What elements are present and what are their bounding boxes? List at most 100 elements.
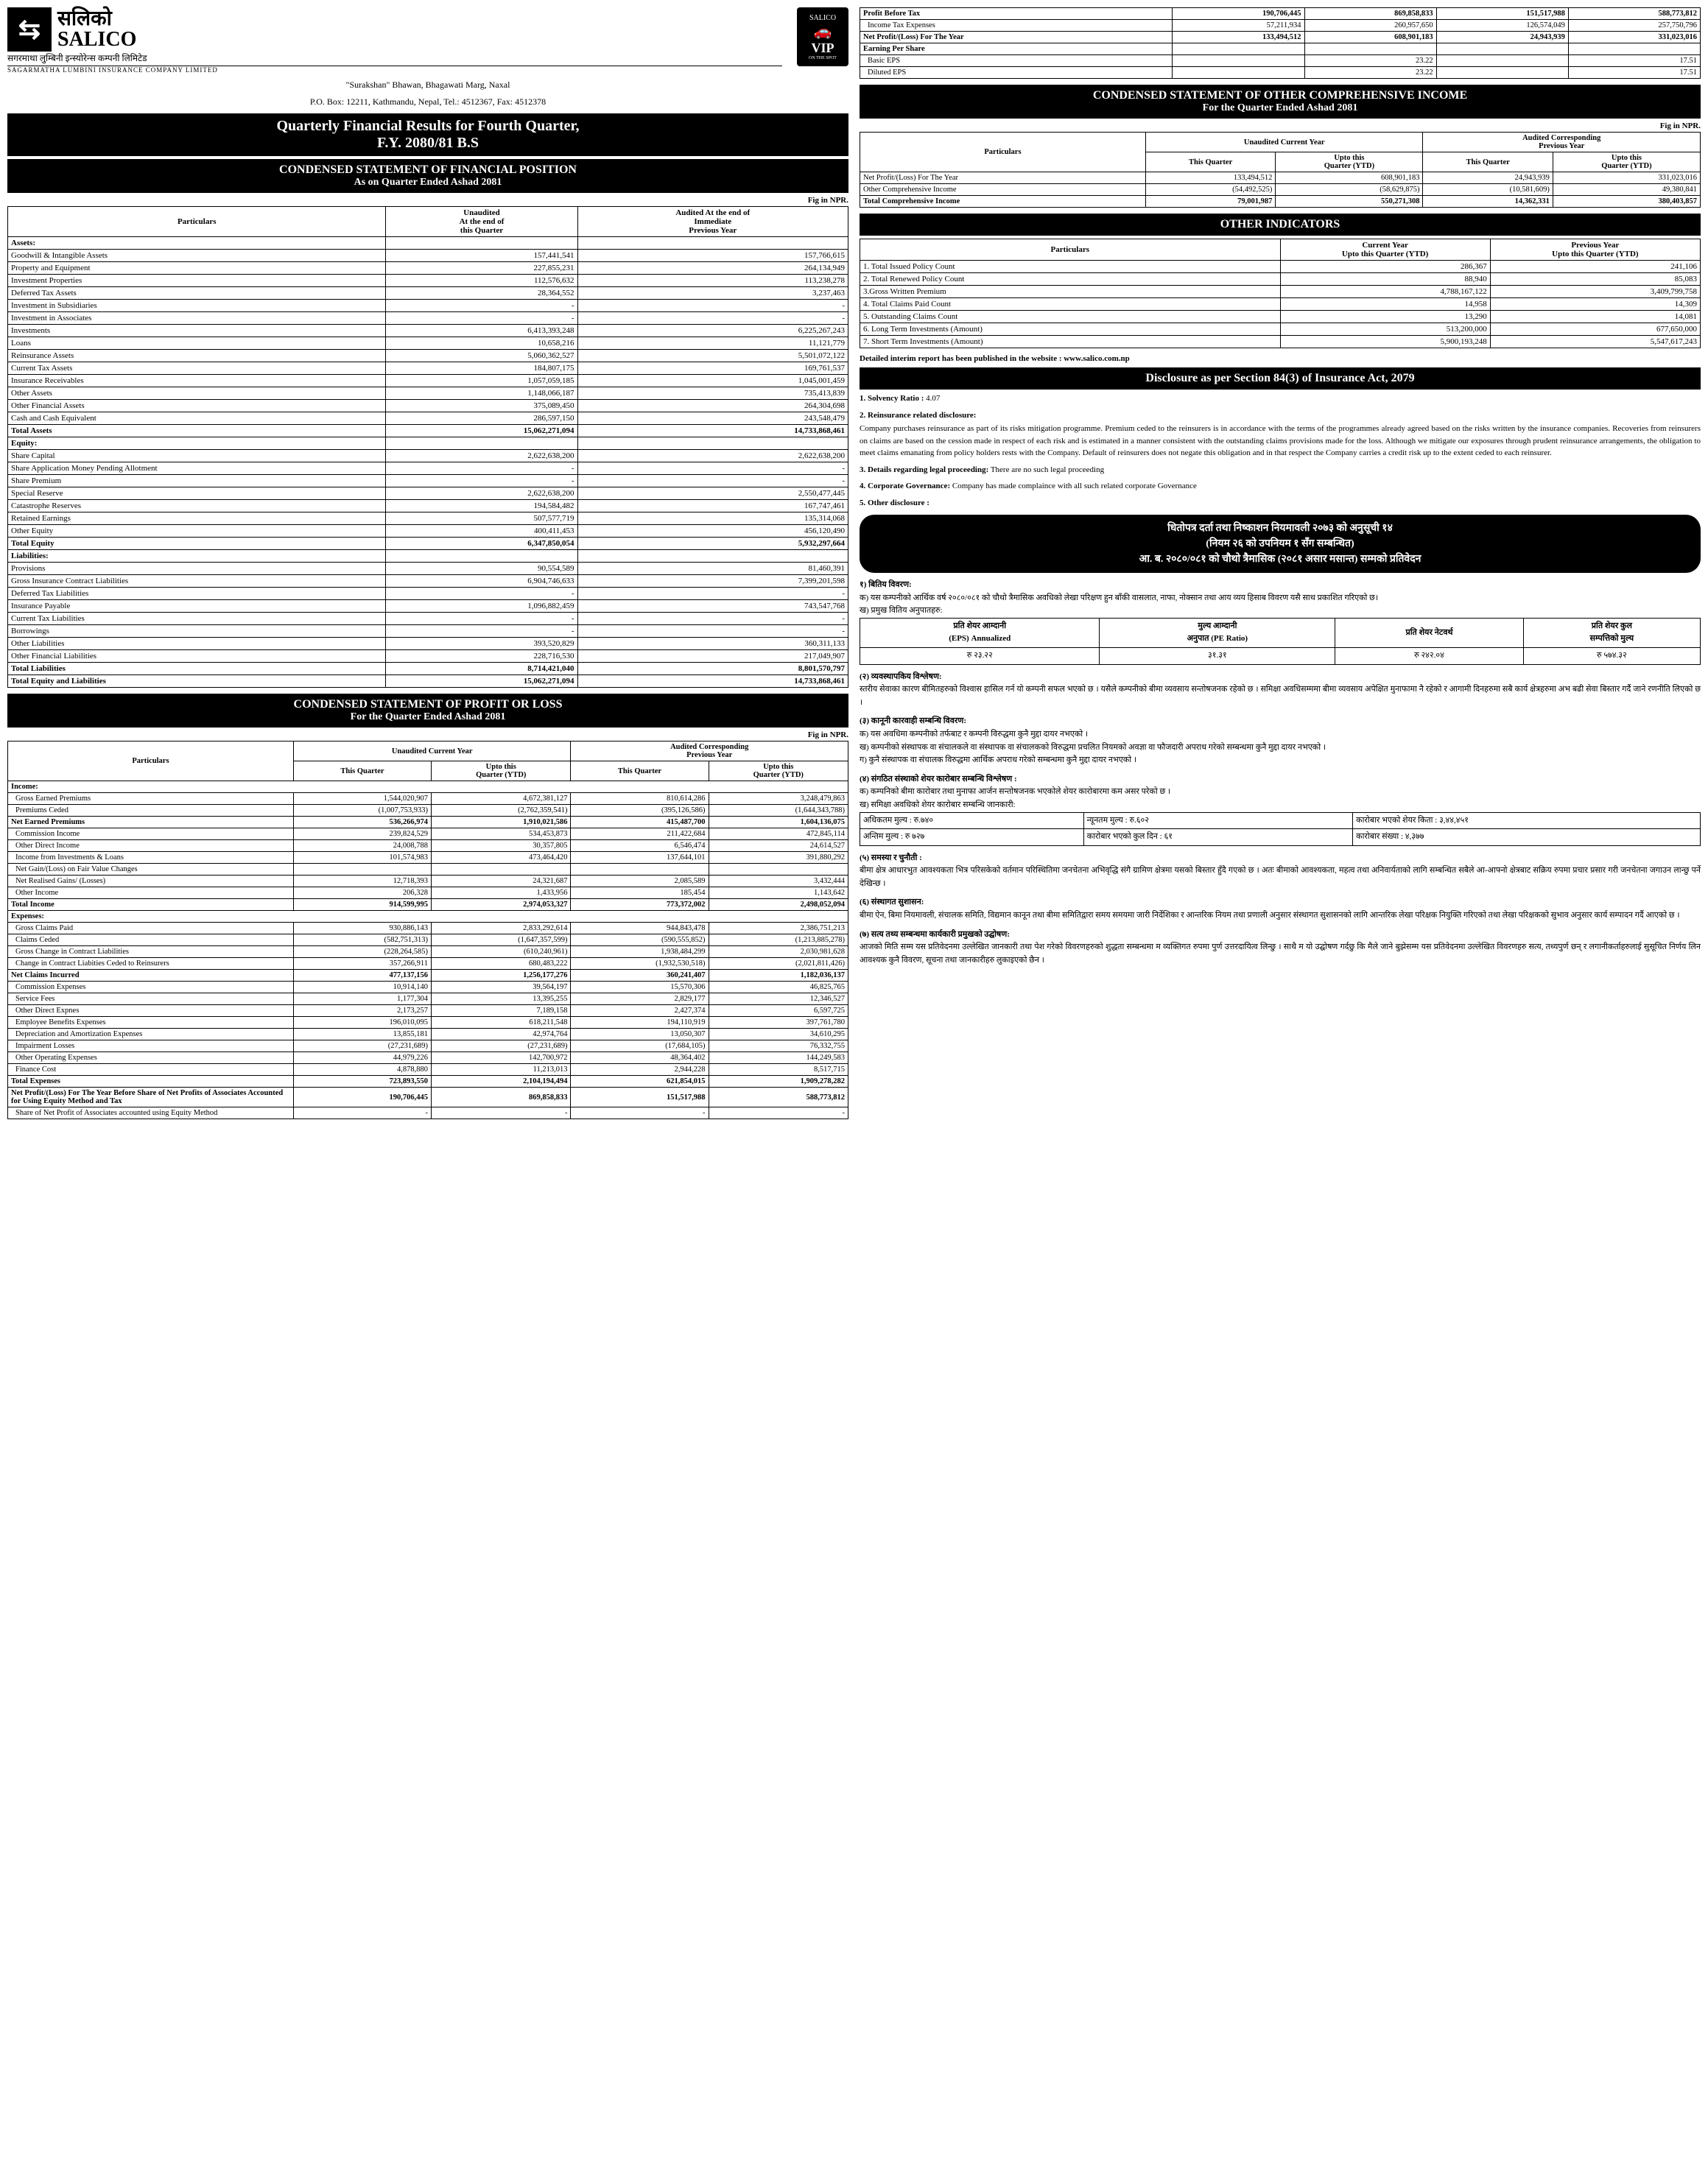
ind-title: OTHER INDICATORS	[860, 214, 1701, 236]
table-row: Total Equity	[8, 538, 386, 550]
table-row: Assets:	[8, 237, 386, 250]
fp-h-part: Particulars	[8, 207, 386, 237]
table-row: Cash and Cash Equivalent	[8, 412, 386, 425]
table-row: Income Tax Expenses	[860, 20, 1173, 32]
table-row: Total Comprehensive Income	[860, 196, 1146, 208]
table-row: 2. Total Renewed Policy Count	[860, 273, 1281, 286]
np7-hd: (७) सत्य तथ्य सम्बन्धमा कार्यकारी प्रमुख…	[860, 929, 1701, 942]
pl-h-cur: Unaudited Current Year	[293, 741, 571, 761]
table-row: Investments	[8, 325, 386, 337]
oci-title-text: CONDENSED STATEMENT OF OTHER COMPREHENSI…	[864, 89, 1696, 102]
np7-body: आजको मिति सम्म यस प्रतिवेदनमा उल्लेखित ज…	[860, 941, 1701, 967]
oci-h-part: Particulars	[860, 133, 1146, 172]
np2: (२) व्यवस्थापकिय विश्लेषण: स्तरीय सेवाका…	[860, 671, 1701, 710]
pl-h-part: Particulars	[8, 741, 294, 781]
np2-hd: (२) व्यवस्थापकिय विश्लेषण:	[860, 671, 1701, 684]
pl-h-ytd2: Upto this Quarter (YTD)	[709, 761, 848, 781]
table-row: Net Claims Incurred	[8, 970, 294, 982]
np3-kha: ख) कम्पनीको संस्थापक वा संचालकले वा संस्…	[860, 741, 1701, 755]
table-row: Net Profit/(Loss) For The Year	[860, 32, 1173, 43]
pl-title-text: CONDENSED STATEMENT OF PROFIT OR LOSS	[12, 698, 844, 711]
np4-ka: क) कम्पनिको बीमा कारोबार तथा मुनाफा आर्ज…	[860, 786, 1701, 799]
table-row: Other Financial Assets	[8, 400, 386, 412]
np-title-l1: धितोपत्र दर्ता तथा निष्काशन नियमावली २०७…	[865, 521, 1695, 536]
table-row: Income from Investments & Loans	[8, 852, 294, 864]
np4-kha: ख) समिक्षा अवधिको शेयर कारोबार सम्बन्धि …	[860, 799, 1701, 812]
table-row: Net Realised Gains/ (Losses)	[8, 876, 294, 887]
np1-kha: ख) प्रमुख वितिय अनुपातहरु:	[860, 605, 1701, 618]
table-row: Liabilities:	[8, 550, 386, 563]
table-row: 7. Short Term Investments (Amount)	[860, 336, 1281, 348]
table-row: Borrowings	[8, 625, 386, 638]
website-note: Detailed interim report has been publish…	[860, 354, 1701, 363]
table-row: 6. Long Term Investments (Amount)	[860, 323, 1281, 336]
table-row: Total Liabilities	[8, 663, 386, 675]
table-row: Loans	[8, 337, 386, 350]
title-line2: F.Y. 2080/81 B.S	[12, 135, 844, 152]
table-row: Provisions	[8, 563, 386, 575]
nepali-title: धितोपत्र दर्ता तथा निष्काशन नियमावली २०७…	[860, 515, 1701, 573]
pl-h-prev: Audited Corresponding Previous Year	[571, 741, 848, 761]
np4-hd: (४) संगठित संस्थाको शेयर कारोबार सम्बन्ध…	[860, 773, 1701, 786]
table-row: Change in Contract Liabities Ceded to Re…	[8, 958, 294, 970]
table-row: Impairment Losses	[8, 1040, 294, 1052]
table-row: Total Income	[8, 899, 294, 911]
table-row: Claims Ceded	[8, 934, 294, 946]
ind-h-part: Particulars	[860, 239, 1281, 261]
oci-sub: For the Quarter Ended Ashad 2081	[864, 102, 1696, 114]
oci-h-ytd2: Upto this Quarter (YTD)	[1553, 152, 1700, 172]
table-row: Property and Equipment	[8, 262, 386, 275]
np1-ka: क) यस कम्पनीको आर्थिक वर्ष २०८०/०८१ को च…	[860, 592, 1701, 605]
table-row: Equity:	[8, 437, 386, 450]
table-row: Retained Earnings	[8, 512, 386, 525]
table-row: Net Profit/(Loss) For The Year	[860, 172, 1146, 184]
np1-table: प्रति शेयर आम्दानी (EPS) Annualizedमुल्य…	[860, 618, 1701, 665]
table-row: Diluted EPS	[860, 67, 1173, 79]
table-row: Other Direct Expnes	[8, 1005, 294, 1017]
table-row: Total Expenses	[8, 1076, 294, 1088]
table-row: Gross Earned Premiums	[8, 793, 294, 805]
table-row: 1. Total Issued Policy Count	[860, 261, 1281, 273]
np5-body: बीमा क्षेत्र आधारभुत आवश्यकता भित्र परिस…	[860, 864, 1701, 890]
table-row: Other Operating Expenses	[8, 1052, 294, 1064]
pl-sub: For the Quarter Ended Ashad 2081	[12, 711, 844, 723]
table-row: Insurance Payable	[8, 600, 386, 613]
np1-hd: १) बितिय विवरण:	[860, 579, 1701, 592]
np4: (४) संगठित संस्थाको शेयर कारोबार सम्बन्ध…	[860, 773, 1701, 846]
discl-title: Disclosure as per Section 84(3) of Insur…	[860, 367, 1701, 390]
np5: (५) समस्या र चुनौती : बीमा क्षेत्र आधारभ…	[860, 852, 1701, 891]
table-row: Basic EPS	[860, 55, 1173, 67]
oci-fig: Fig in NPR.	[860, 121, 1701, 130]
np3-hd: (३) कानूनी कारवाही सम्बन्धि विवरण:	[860, 715, 1701, 728]
table-row: Gross Claims Paid	[8, 923, 294, 934]
table-row: Current Tax Liabilities	[8, 613, 386, 625]
table-row: Share Application Money Pending Allotmen…	[8, 462, 386, 475]
pl-h-ytd1: Upto this Quarter (YTD)	[432, 761, 571, 781]
ind-table: Particulars Current Year Upto this Quart…	[860, 239, 1701, 348]
np6: (६) संस्थागत सुशासन: बीमा ऐन, बिमा नियमा…	[860, 896, 1701, 922]
oci-h-tq2: This Quarter	[1423, 152, 1553, 172]
table-row: 5. Outstanding Claims Count	[860, 311, 1281, 323]
table-row: Deferred Tax Liabilities	[8, 588, 386, 600]
table-row: Catastrophe Reserves	[8, 500, 386, 512]
disclosure-body: 1. Solvency Ratio : 4.072. Reinsurance r…	[860, 392, 1701, 509]
table-row: Share of Net Profit of Associates accoun…	[8, 1107, 294, 1119]
vip-sub: ON THE SPOT	[809, 56, 837, 60]
table-row: Net Profit/(Loss) For The Year Before Sh…	[8, 1088, 294, 1107]
fp-h-prev: Audited At the end of Immediate Previous…	[577, 207, 848, 237]
table-row: Other Equity	[8, 525, 386, 538]
table-row: Net Gain/(Loss) on Fair Value Changes	[8, 864, 294, 876]
fp-title: CONDENSED STATEMENT OF FINANCIAL POSITIO…	[7, 159, 848, 193]
pl-table: Particulars Unaudited Current Year Audit…	[7, 741, 848, 1119]
oci-h-prev: Audited Corresponding Previous Year	[1423, 133, 1701, 152]
table-row: Insurance Receivables	[8, 375, 386, 387]
table-row: Special Reserve	[8, 487, 386, 500]
company-name-np: सलिको	[57, 9, 136, 29]
np6-body: बीमा ऐन, बिमा नियमावली, संचालक समिति, वि…	[860, 909, 1701, 923]
table-row: Other Income	[8, 887, 294, 899]
pl-fig: Fig in NPR.	[7, 730, 848, 739]
vip-badge: SALICO 🚗 VIP ON THE SPOT	[797, 7, 848, 66]
ind-h-prev: Previous Year Upto this Quarter (YTD)	[1490, 239, 1700, 261]
table-row: 4. Total Claims Paid Count	[860, 298, 1281, 311]
np5-hd: (५) समस्या र चुनौती :	[860, 852, 1701, 865]
